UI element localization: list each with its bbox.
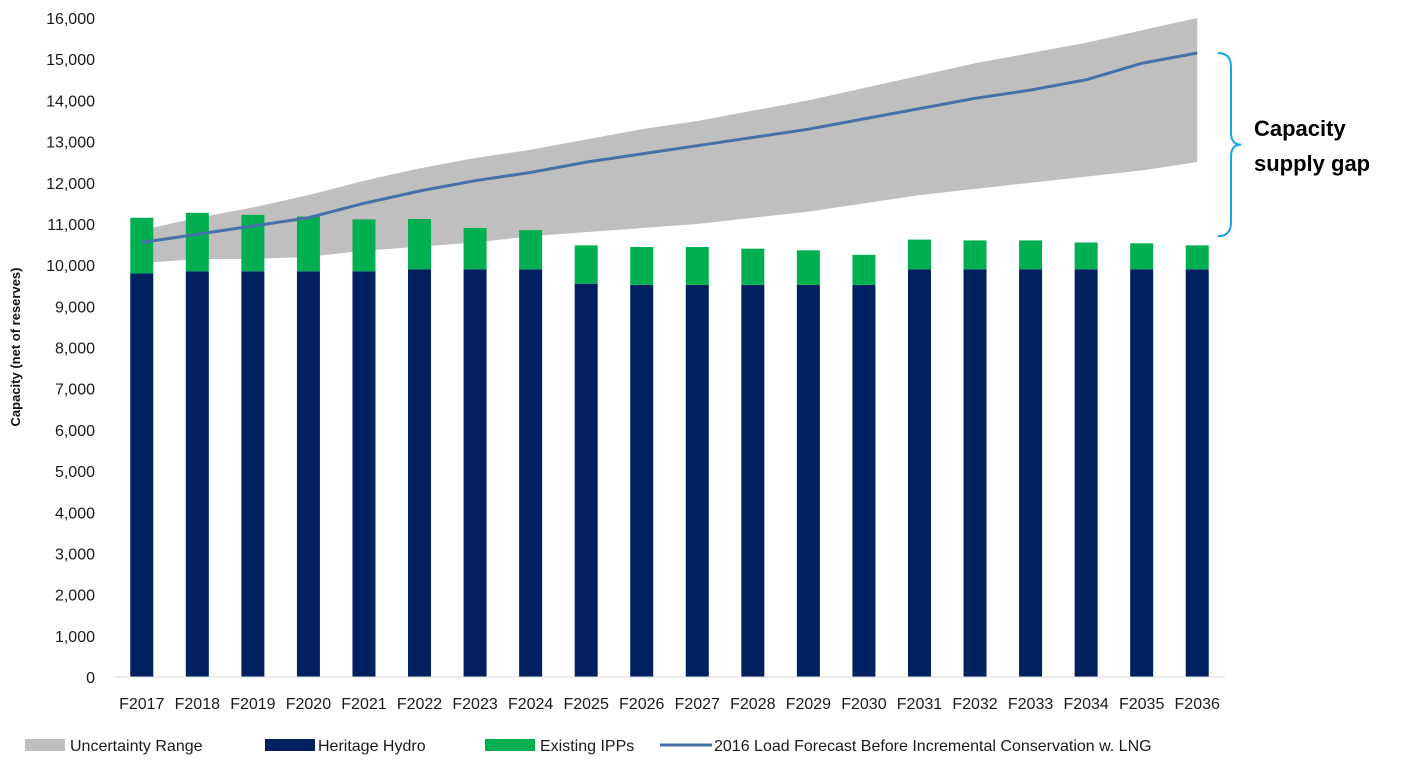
bar-heritage-hydro — [907, 269, 931, 677]
x-tick-label: F2019 — [230, 696, 275, 713]
supply-gap-annotation: Capacity supply gap — [1217, 52, 1370, 238]
y-tick-label: 14,000 — [46, 93, 95, 110]
x-axis: F2017 F2018 F2019 F2020 F2021 F2022 F2023 F2024… — [114, 676, 1225, 713]
bar-heritage-hydro — [185, 271, 209, 677]
bar-existing-ipps — [685, 247, 709, 285]
y-tick-label: 15,000 — [46, 52, 95, 69]
legend-swatch-heritage-hydro — [265, 739, 315, 751]
x-tick-label: F2028 — [730, 696, 775, 713]
legend-label-uncertainty: Uncertainty Range — [70, 738, 203, 755]
x-tick-label: F2017 — [119, 696, 164, 713]
bar-existing-ipps — [185, 212, 209, 272]
bar-heritage-hydro — [574, 283, 598, 677]
y-tick-label: 9,000 — [55, 299, 95, 316]
y-tick-label: 12,000 — [46, 176, 95, 193]
y-tick-label: 4,000 — [55, 505, 95, 522]
bar-existing-ipps — [130, 217, 154, 274]
y-axis-label: Capacity (net of reserves) — [8, 268, 23, 427]
y-tick-label: 16,000 — [46, 11, 95, 28]
legend: Uncertainty Range Heritage Hydro Existin… — [25, 738, 1152, 755]
bar-existing-ipps — [352, 219, 376, 272]
bar-existing-ipps — [296, 216, 320, 272]
y-tick-label: 13,000 — [46, 135, 95, 152]
y-tick-label: 2,000 — [55, 588, 95, 605]
annotation-line-1: Capacity — [1254, 116, 1346, 141]
x-tick-label: F2025 — [563, 696, 608, 713]
bar-existing-ipps — [852, 254, 876, 285]
x-tick-label: F2018 — [175, 696, 220, 713]
bar-existing-ipps — [1185, 245, 1209, 270]
y-tick-label: 7,000 — [55, 382, 95, 399]
bar-heritage-hydro — [408, 269, 432, 677]
x-tick-label: F2022 — [397, 696, 442, 713]
bar-heritage-hydro — [1130, 269, 1154, 677]
bar-existing-ipps — [519, 230, 543, 270]
legend-label-heritage-hydro: Heritage Hydro — [318, 738, 426, 755]
bar-heritage-hydro — [1019, 269, 1043, 677]
bar-heritage-hydro — [852, 284, 876, 677]
x-tick-label: F2020 — [286, 696, 331, 713]
load-forecast-polyline — [141, 51, 1198, 244]
x-tick-label: F2026 — [619, 696, 664, 713]
bar-heritage-hydro — [352, 271, 376, 677]
load-forecast-line — [141, 51, 1198, 244]
x-tick-label: F2035 — [1119, 696, 1164, 713]
bar-existing-ipps — [241, 214, 265, 272]
bar-heritage-hydro — [796, 284, 820, 677]
bar-heritage-hydro — [963, 269, 987, 677]
bar-heritage-hydro — [1185, 269, 1209, 677]
x-tick-label: F2030 — [841, 696, 886, 713]
bar-heritage-hydro — [130, 273, 154, 677]
bar-existing-ipps — [741, 248, 765, 285]
x-tick-label: F2027 — [675, 696, 720, 713]
bar-heritage-hydro — [1074, 269, 1098, 677]
y-tick-label: 10,000 — [46, 258, 95, 275]
bar-heritage-hydro — [241, 271, 265, 677]
y-tick-label: 5,000 — [55, 464, 95, 481]
x-tick-label: F2024 — [508, 696, 553, 713]
bar-existing-ipps — [1074, 242, 1098, 270]
bar-heritage-hydro — [685, 284, 709, 677]
x-tick-label: F2023 — [452, 696, 497, 713]
bar-existing-ipps — [1019, 240, 1043, 270]
legend-label-existing-ipps: Existing IPPs — [540, 738, 634, 755]
bars — [130, 212, 1209, 677]
bar-heritage-hydro — [296, 271, 320, 677]
bar-existing-ipps — [907, 239, 931, 270]
annotation-line-2: supply gap — [1254, 151, 1370, 176]
x-tick-label: F2034 — [1063, 696, 1108, 713]
legend-swatch-existing-ipps — [485, 739, 535, 751]
y-tick-label: 8,000 — [55, 341, 95, 358]
bar-existing-ipps — [463, 228, 487, 270]
uncertainty-range-area — [141, 18, 1198, 264]
legend-label-load-forecast: 2016 Load Forecast Before Incremental Co… — [714, 738, 1152, 755]
x-tick-label: F2021 — [341, 696, 386, 713]
bar-existing-ipps — [630, 247, 654, 285]
y-tick-label: 6,000 — [55, 423, 95, 440]
x-tick-label: F2032 — [952, 696, 997, 713]
y-tick-label: 0 — [86, 670, 95, 687]
x-tick-label: F2031 — [897, 696, 942, 713]
bar-existing-ipps — [963, 240, 987, 270]
x-tick-label: F2033 — [1008, 696, 1053, 713]
bar-existing-ipps — [1130, 243, 1154, 270]
supply-gap-bracket — [1217, 52, 1242, 238]
bar-heritage-hydro — [463, 269, 487, 677]
bar-heritage-hydro — [519, 269, 543, 677]
y-axis: 0 1,000 2,000 3,000 4,000 5,000 6,000 7,000 8,00… — [46, 11, 95, 687]
uncertainty-band — [141, 18, 1198, 264]
bar-existing-ipps — [408, 218, 432, 270]
y-tick-label: 3,000 — [55, 546, 95, 563]
y-tick-label: 11,000 — [47, 217, 95, 234]
x-tick-label: F2036 — [1175, 696, 1220, 713]
legend-swatch-uncertainty — [25, 739, 65, 751]
x-tick-label: F2029 — [786, 696, 831, 713]
y-tick-label: 1,000 — [55, 629, 95, 646]
bar-heritage-hydro — [630, 284, 654, 677]
bar-heritage-hydro — [741, 284, 765, 677]
bar-existing-ipps — [796, 250, 820, 285]
bar-existing-ipps — [574, 245, 598, 284]
